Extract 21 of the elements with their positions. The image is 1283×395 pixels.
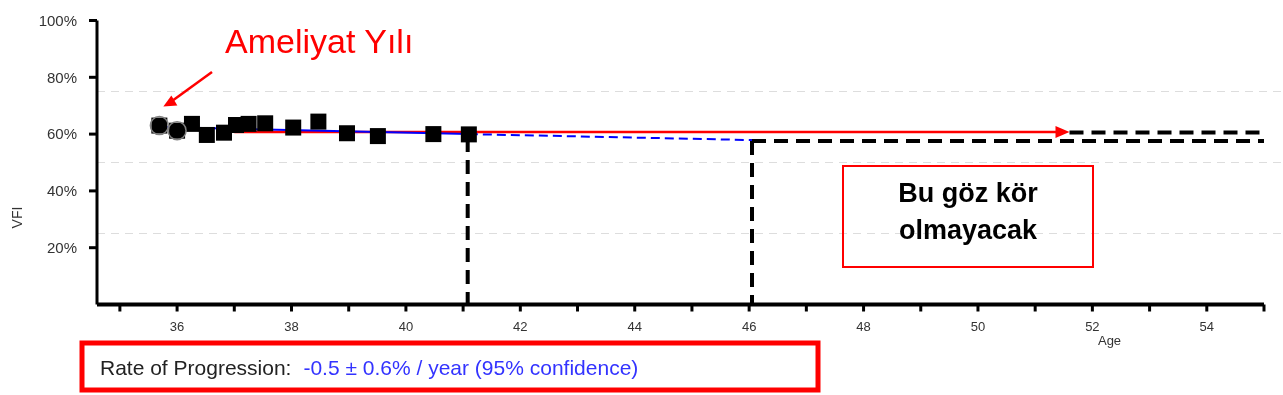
text: Rate of Progression: [100, 356, 292, 379]
annotation: Ameliyat Yılı [225, 22, 414, 60]
y-axis-title: VFI [9, 206, 25, 229]
x-tick-label: 46 [741, 318, 757, 334]
x-tick-label: 54 [1199, 318, 1215, 334]
x-tick-label: 50 [970, 318, 986, 334]
annotation: Bu göz kör olmayacak [898, 178, 1039, 245]
x-tick-label: 40 [398, 318, 414, 334]
x-axis-title: Age [1097, 332, 1122, 348]
x-tick-label: 52 [1085, 318, 1100, 334]
text: -0.5 ± 0.6% / year (95% confidence) [303, 356, 639, 379]
x-tick-label: 38 [284, 318, 299, 334]
x-tick-label: 48 [856, 318, 871, 334]
y-tick-label: 100% [38, 11, 77, 29]
y-tick-label: 80% [46, 68, 77, 86]
x-tick-label: 44 [627, 318, 642, 334]
y-tick-label: 40% [46, 182, 77, 200]
x-tick-label: 36 [169, 318, 185, 334]
y-tick-label: 20% [46, 238, 77, 256]
x-tick-label: 42 [513, 318, 528, 334]
y-tick-label: 60% [46, 125, 77, 143]
